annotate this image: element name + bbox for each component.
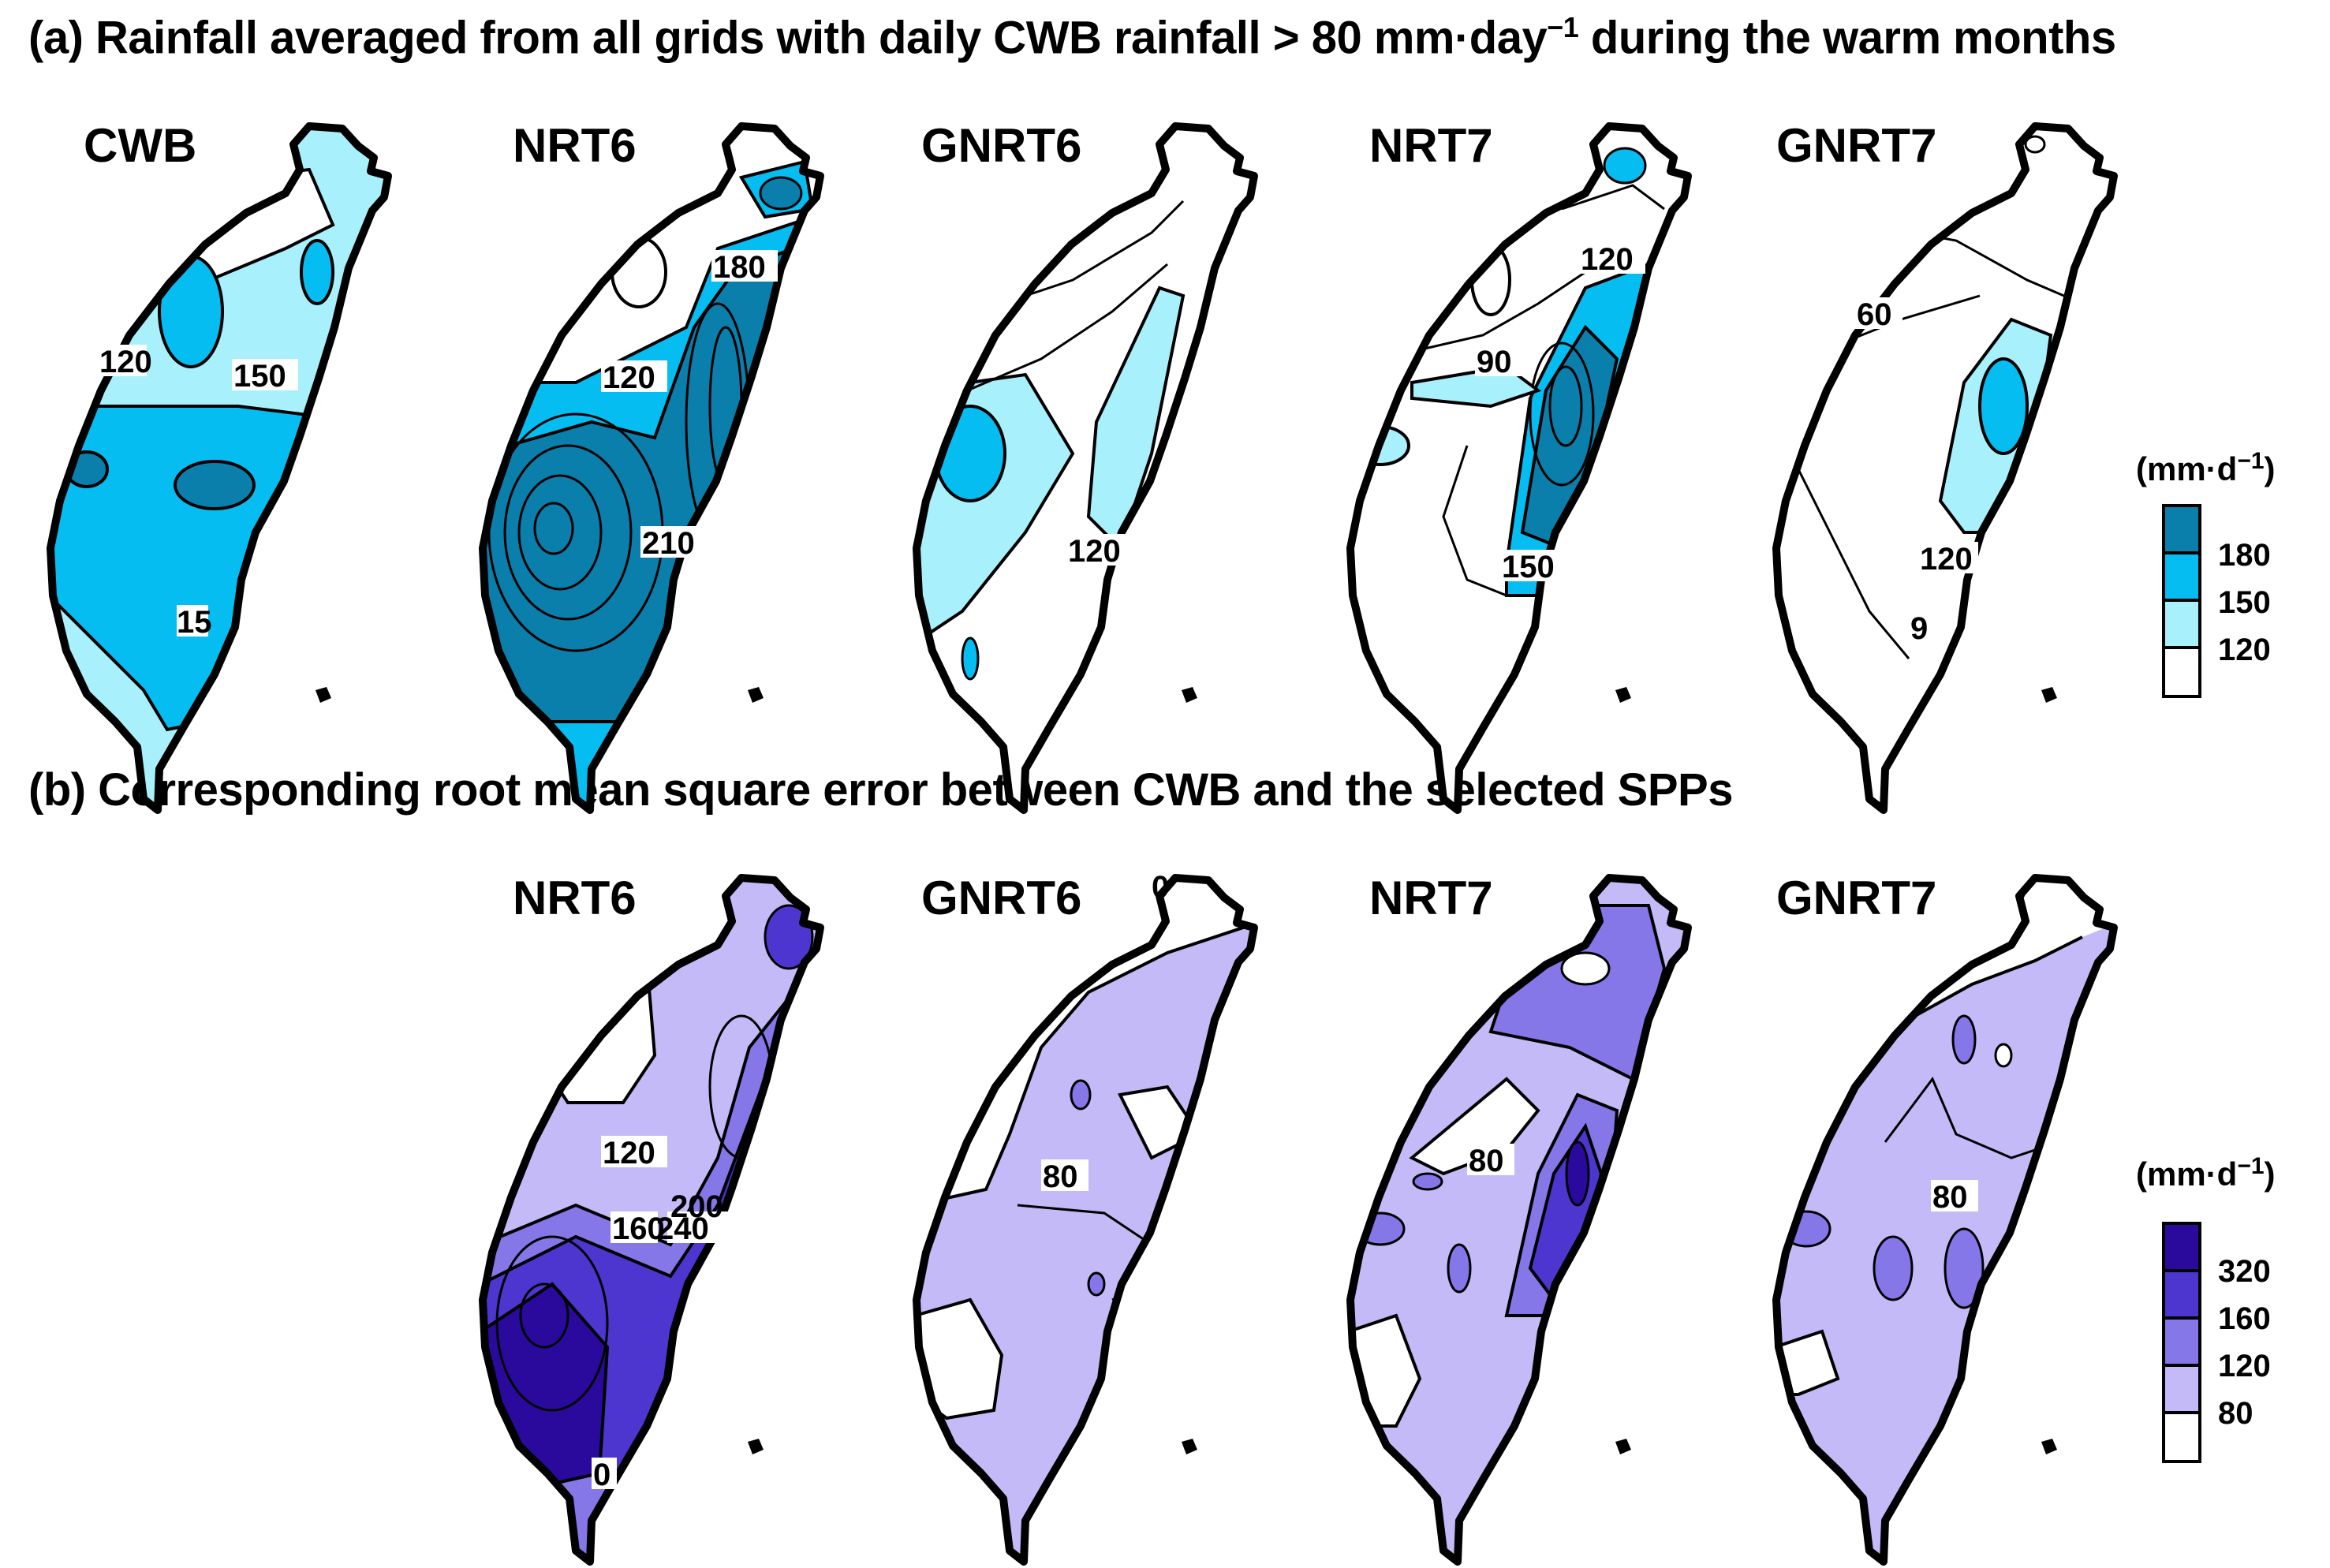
orchid-island bbox=[1182, 687, 1197, 703]
contour-label: 150 bbox=[233, 359, 286, 394]
contour-label: 0 bbox=[1152, 870, 1169, 905]
panel-a-nrt6-map: 180 120 210 bbox=[481, 122, 828, 816]
orchid-island bbox=[2041, 1439, 2057, 1454]
legend-a-tick: 180 bbox=[2218, 538, 2271, 573]
contour-label: 80 bbox=[1469, 1144, 1504, 1178]
panel-a-nrt7-label: NRT7 bbox=[1369, 119, 1493, 172]
panel-b-nrt6-map: 120 160 240 200 0 bbox=[481, 874, 828, 1568]
panel-b-nrt7-map: 80 bbox=[1349, 874, 1696, 1568]
panel-b-nrt6-label: NRT6 bbox=[513, 872, 637, 924]
legend-a-colorbar bbox=[2162, 504, 2201, 698]
legend-b-colorbar bbox=[2162, 1222, 2201, 1463]
contour-label: 120 bbox=[603, 1136, 655, 1170]
contour-label: 15 bbox=[177, 605, 212, 640]
contour-label: 180 bbox=[713, 250, 766, 285]
contour-label: 160 bbox=[612, 1211, 665, 1246]
panel-b-gnrt7-label: GNRT7 bbox=[1776, 872, 1937, 924]
legend-b-tick: 120 bbox=[2218, 1349, 2271, 1383]
panel-a-nrt7-map: 120 90 150 bbox=[1349, 122, 1696, 816]
legend-a-tick: 150 bbox=[2218, 585, 2271, 620]
contour-label: 120 bbox=[603, 360, 655, 395]
orchid-island bbox=[1615, 1439, 1631, 1454]
panel-a-nrt6-label: NRT6 bbox=[513, 119, 637, 172]
panel-b-nrt7-label: NRT7 bbox=[1369, 872, 1493, 924]
panel-b-gnrt7-map: 80 bbox=[1775, 874, 2122, 1568]
contour-label: 60 bbox=[1857, 297, 1892, 332]
contour-label: 9 bbox=[1910, 611, 1928, 646]
orchid-island bbox=[316, 687, 331, 703]
panel-a-gnrt6-label: GNRT6 bbox=[921, 119, 1082, 172]
orchid-island bbox=[748, 1439, 764, 1454]
legend-a-tick: 120 bbox=[2218, 633, 2271, 667]
contour-label: 80 bbox=[1932, 1180, 1968, 1215]
panel-a-gnrt6-map: 120 bbox=[915, 122, 1262, 816]
contour-label: 150 bbox=[1502, 550, 1555, 584]
fill-above-180 bbox=[174, 460, 256, 510]
contour-label: 210 bbox=[642, 526, 695, 561]
orchid-island bbox=[748, 687, 764, 703]
panel-a-cwb-map: 120 150 15 bbox=[49, 122, 396, 816]
orchid-island bbox=[1615, 687, 1631, 703]
contour-label: 120 bbox=[99, 345, 152, 379]
contour-label: 240 bbox=[656, 1211, 709, 1246]
legend-a-unit: (mm·d−1) bbox=[2136, 448, 2276, 487]
contour-label: 120 bbox=[1068, 534, 1121, 569]
contour-label: 200 bbox=[670, 1189, 723, 1224]
legend-b-tick: 320 bbox=[2218, 1254, 2271, 1289]
panel-a-gnrt7-map: 60 120 9 bbox=[1775, 122, 2122, 816]
panel-b-gnrt6-map: 80 0 bbox=[915, 870, 1262, 1568]
contour-label: 120 bbox=[1920, 542, 1973, 577]
orchid-island bbox=[2041, 687, 2057, 703]
contour-label: 0 bbox=[593, 1458, 611, 1492]
orchid-island bbox=[1182, 1439, 1197, 1454]
legend-b-tick: 80 bbox=[2218, 1396, 2253, 1431]
contour-label: 120 bbox=[1581, 242, 1634, 277]
panel-a-cwb-label: CWB bbox=[84, 119, 197, 172]
legend-b-unit: (mm·d−1) bbox=[2136, 1153, 2276, 1193]
row-a-title: (a) Rainfall averaged from all grids wit… bbox=[28, 11, 2116, 64]
contour-label: 80 bbox=[1043, 1159, 1078, 1194]
panel-b-gnrt6-label: GNRT6 bbox=[921, 872, 1082, 924]
contour-label: 90 bbox=[1477, 345, 1512, 379]
panel-a-gnrt7-label: GNRT7 bbox=[1776, 119, 1937, 172]
legend-b-tick: 160 bbox=[2218, 1301, 2271, 1336]
